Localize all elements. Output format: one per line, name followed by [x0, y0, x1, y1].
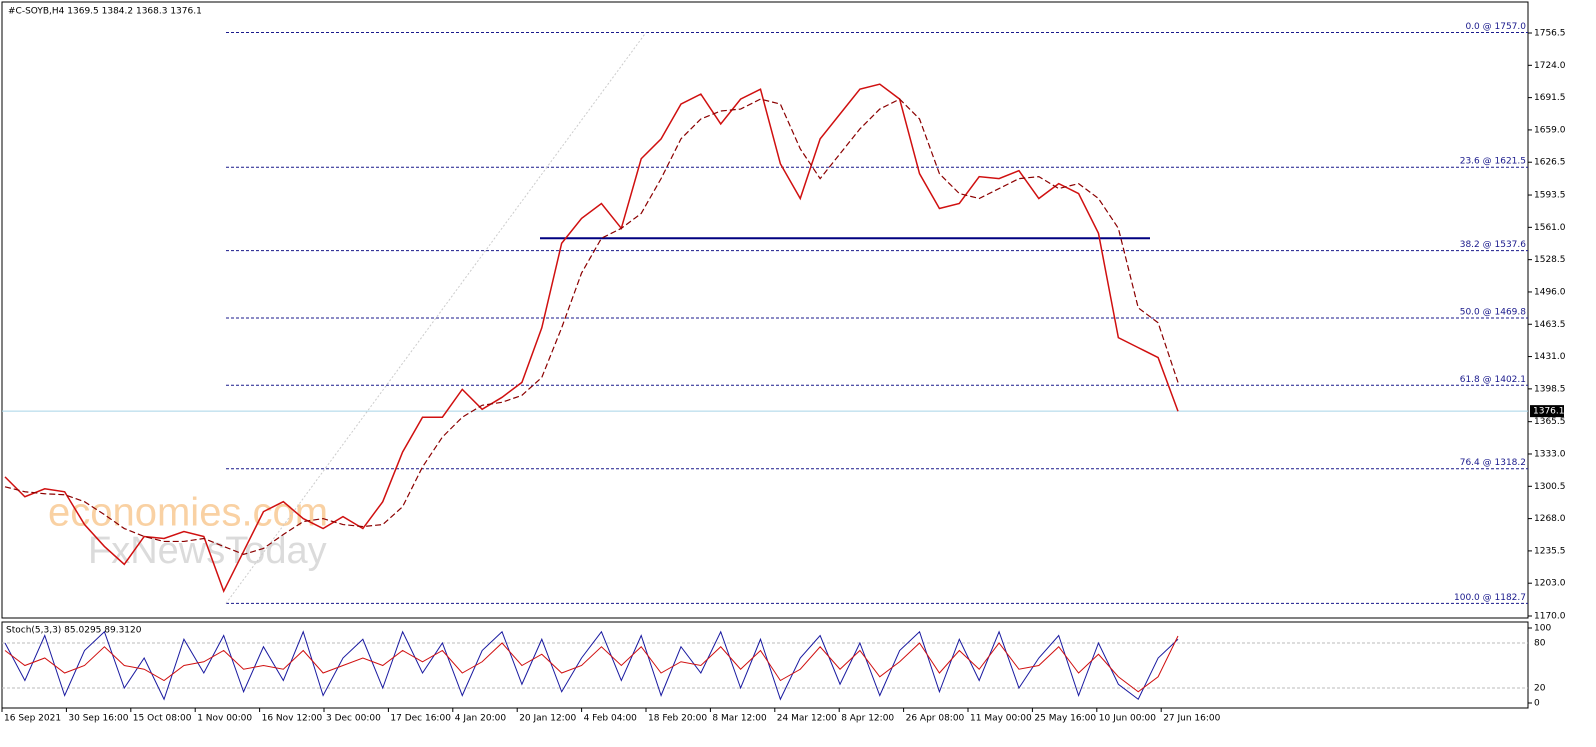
y-tick-label: 1756.5 [1534, 29, 1566, 39]
stoch-frame [1, 621, 1529, 709]
y-tick-label: 1203.0 [1534, 579, 1566, 589]
y-tick-label: 1593.5 [1534, 191, 1566, 201]
stoch-line [4, 635, 1179, 693]
fib-label: 0.0 @ 1757.0 [1465, 22, 1526, 32]
x-tick-label: 1 Nov 00:00 [197, 714, 252, 724]
y-tick-label: 1528.5 [1534, 255, 1566, 265]
x-tick-label: 10 Jun 00:00 [1099, 714, 1156, 724]
y-tick-label: 1300.5 [1534, 482, 1566, 492]
y-tick-label: 1724.0 [1534, 61, 1566, 71]
fib-label: 50.0 @ 1469.8 [1460, 307, 1527, 317]
y-tick-label: 1431.0 [1534, 352, 1566, 362]
y-tick-label: 1496.0 [1534, 287, 1566, 297]
x-tick-label: 25 May 16:00 [1034, 714, 1096, 724]
watermark: FxNewsToday [88, 530, 327, 572]
y-tick-label: 1333.0 [1534, 449, 1566, 459]
x-tick-label: 3 Dec 00:00 [326, 714, 381, 724]
x-tick-label: 27 Jun 16:00 [1163, 714, 1220, 724]
stoch-tick-label: 80 [1534, 639, 1546, 649]
ma-line [4, 98, 1179, 556]
fib-label: 61.8 @ 1402.1 [1460, 375, 1526, 385]
x-tick-label: 11 May 00:00 [970, 714, 1032, 724]
y-tick-label: 1170.0 [1534, 612, 1566, 622]
stoch-tick-label: 100 [1534, 624, 1551, 634]
y-tick-label: 1268.0 [1534, 514, 1566, 524]
x-tick-label: 8 Mar 12:00 [712, 714, 767, 724]
stoch-tick-label: 0 [1534, 699, 1540, 709]
y-tick-label: 1659.0 [1534, 125, 1566, 135]
x-tick-label: 15 Oct 08:00 [133, 714, 192, 724]
x-tick-label: 16 Sep 2021 [4, 714, 61, 724]
last-price-box [1530, 405, 1564, 418]
stoch-line [4, 630, 1179, 701]
last-price-label: 1376.1 [1533, 407, 1565, 417]
x-tick-label: 24 Mar 12:00 [777, 714, 837, 724]
x-tick-label: 17 Dec 16:00 [390, 714, 451, 724]
fib-label: 23.6 @ 1621.5 [1460, 157, 1526, 167]
stoch-label: Stoch(5,3,3) 85.0295 89.3120 [6, 626, 142, 636]
y-tick-label: 1626.5 [1534, 158, 1566, 168]
y-tick-label: 1561.0 [1534, 223, 1566, 233]
main-frame [1, 1, 1529, 619]
y-tick-label: 1365.5 [1534, 417, 1566, 427]
x-tick-label: 18 Feb 20:00 [648, 714, 707, 724]
x-tick-label: 30 Sep 16:00 [68, 714, 128, 724]
x-tick-label: 8 Apr 12:00 [841, 714, 894, 724]
stoch-tick-label: 20 [1534, 684, 1546, 694]
x-tick-label: 20 Jan 12:00 [519, 714, 576, 724]
watermark: economies.com [48, 491, 328, 535]
y-tick-label: 1691.5 [1534, 93, 1566, 103]
x-tick-label: 16 Nov 12:00 [262, 714, 323, 724]
x-tick-label: 4 Feb 04:00 [584, 714, 638, 724]
fib-label: 38.2 @ 1537.6 [1460, 240, 1527, 250]
fib-label: 100.0 @ 1182.7 [1454, 593, 1526, 603]
chart-header: #C-SOYB,H4 1369.5 1384.2 1368.3 1376.1 [8, 7, 202, 17]
y-tick-label: 1463.5 [1534, 320, 1566, 330]
price-line [4, 83, 1179, 594]
x-tick-label: 4 Jan 20:00 [455, 714, 507, 724]
y-tick-label: 1398.5 [1534, 384, 1566, 394]
y-tick-label: 1235.5 [1534, 546, 1566, 556]
x-tick-label: 26 Apr 08:00 [906, 714, 965, 724]
fib-label: 76.4 @ 1318.2 [1460, 458, 1526, 468]
